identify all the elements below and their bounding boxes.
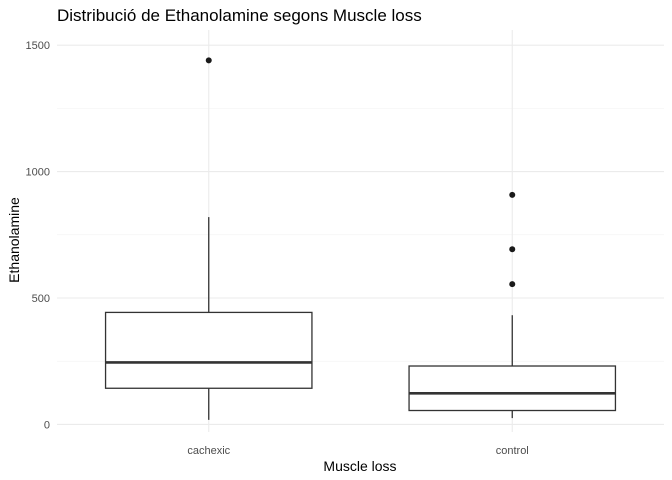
y-tick-label: 0: [44, 419, 50, 431]
y-tick-label: 1000: [26, 167, 50, 179]
outlier-point: [205, 57, 212, 64]
grid-layer: [57, 30, 664, 432]
box-group-control: [408, 191, 617, 419]
box-iqr: [408, 365, 617, 412]
tick-labels: 0 500 1000 1500 cachexic control: [26, 40, 529, 457]
y-axis-title: Ethanolamine: [6, 197, 22, 283]
x-tick-label: cachexic: [187, 445, 230, 457]
x-tick-label: control: [496, 445, 529, 457]
mark-layer: [104, 57, 617, 420]
outlier-point: [509, 281, 516, 288]
y-tick-label: 1500: [26, 40, 50, 52]
chart-title: Distribució de Ethanolamine segons Muscl…: [57, 6, 422, 25]
box-iqr: [104, 311, 313, 389]
x-axis-title: Muscle loss: [323, 458, 396, 474]
outlier-point: [509, 246, 516, 253]
y-tick-label: 500: [32, 293, 50, 305]
box-group-cachexic: [104, 57, 313, 420]
outlier-point: [509, 191, 516, 198]
